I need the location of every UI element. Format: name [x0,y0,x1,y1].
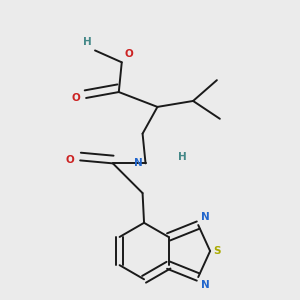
Text: N: N [134,158,142,168]
Text: H: H [83,38,92,47]
Text: N: N [201,280,210,290]
Text: S: S [213,246,220,256]
Text: O: O [65,155,74,165]
Text: O: O [125,49,134,59]
Text: O: O [71,93,80,103]
Text: N: N [201,212,210,222]
Text: H: H [178,152,187,162]
